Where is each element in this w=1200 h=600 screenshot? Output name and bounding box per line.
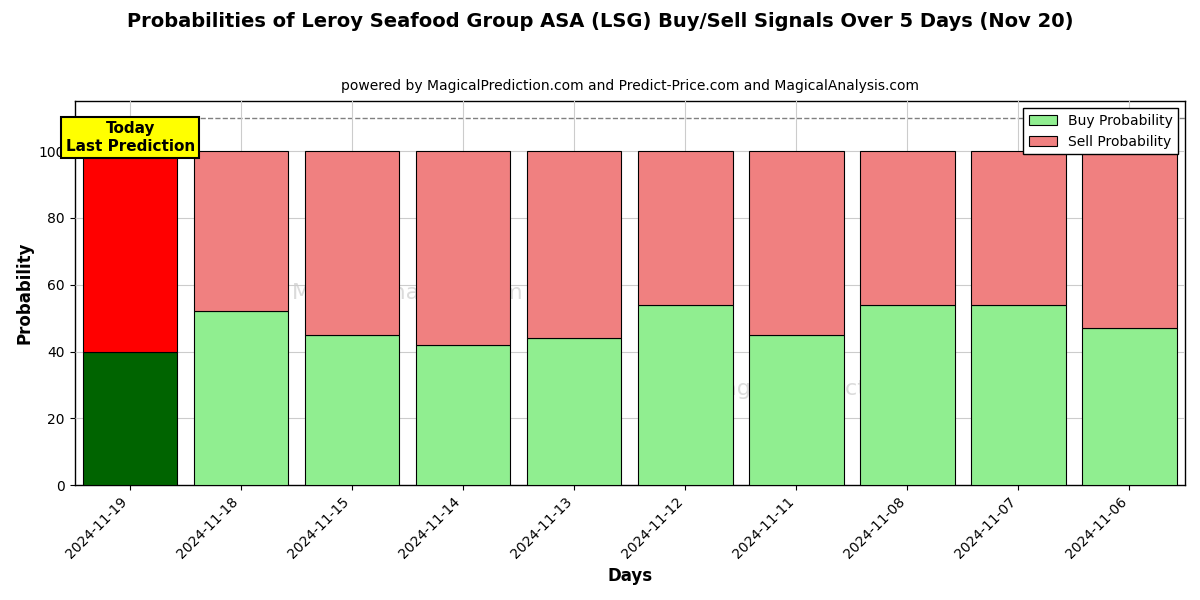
Bar [305,151,400,335]
Text: Today
Last Prediction: Today Last Prediction [66,121,194,154]
Bar [749,151,844,335]
Bar [971,305,1066,485]
Legend: Buy Probability, Sell Probability: Buy Probability, Sell Probability [1024,108,1178,154]
Text: MagicalPrediction.com: MagicalPrediction.com [704,379,955,399]
Bar [749,335,844,485]
Text: Probabilities of Leroy Seafood Group ASA (LSG) Buy/Sell Signals Over 5 Days (Nov: Probabilities of Leroy Seafood Group ASA… [127,12,1073,31]
Bar [416,345,510,485]
Bar [194,151,288,311]
Bar [416,151,510,345]
Bar [305,335,400,485]
Bar [638,151,732,305]
Bar [1082,151,1177,328]
X-axis label: Days: Days [607,567,653,585]
Bar [1082,328,1177,485]
Bar [83,352,178,485]
Bar [527,338,622,485]
Bar [194,311,288,485]
Bar [638,305,732,485]
Title: powered by MagicalPrediction.com and Predict-Price.com and MagicalAnalysis.com: powered by MagicalPrediction.com and Pre… [341,79,919,93]
Bar [860,305,955,485]
Bar [83,151,178,352]
Text: MagicalAnalysis.com: MagicalAnalysis.com [292,283,523,303]
Bar [971,151,1066,305]
Y-axis label: Probability: Probability [16,242,34,344]
Bar [527,151,622,338]
Bar [860,151,955,305]
